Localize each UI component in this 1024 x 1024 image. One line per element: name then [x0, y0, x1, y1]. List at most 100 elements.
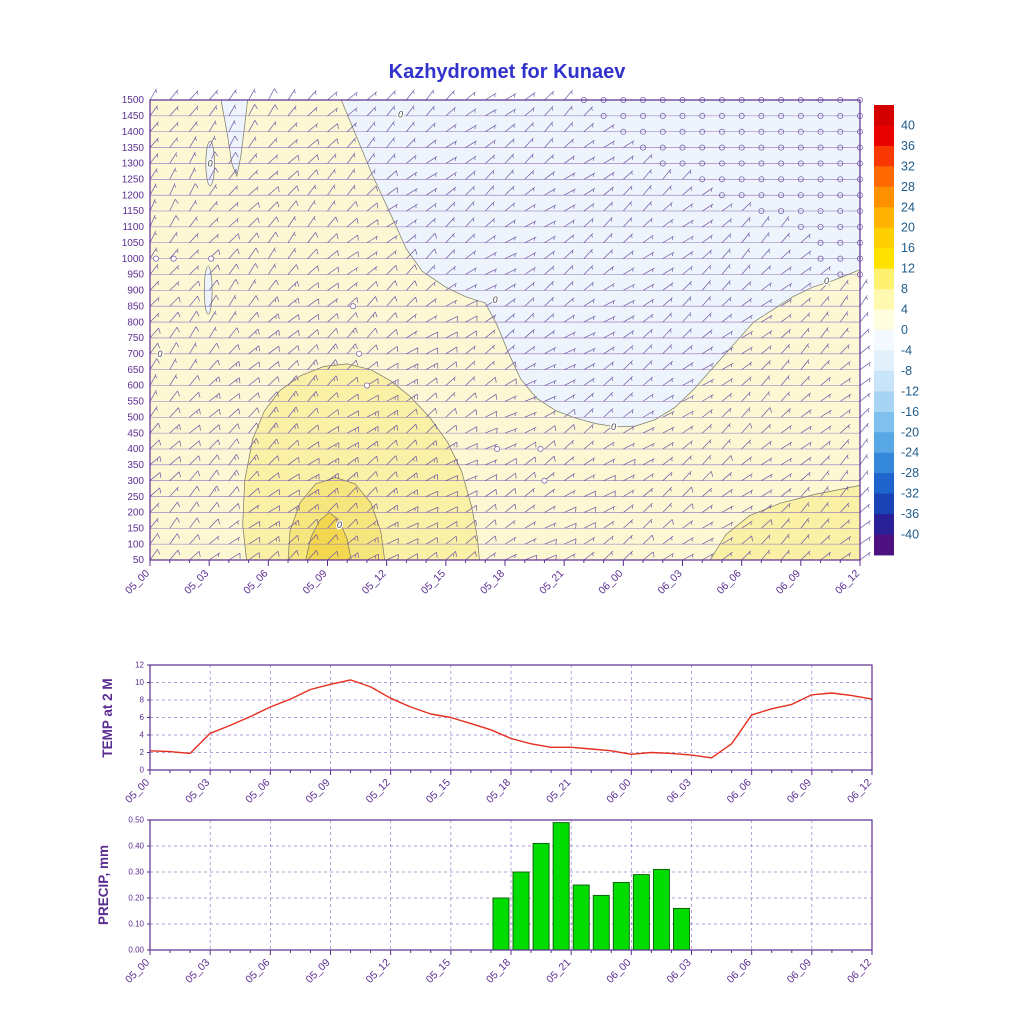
wind-barb: [307, 344, 318, 355]
wind-barb: [287, 345, 299, 355]
barb-half-tick: [452, 553, 455, 557]
barb-half-tick: [532, 489, 535, 493]
wind-barb: [287, 360, 298, 370]
barb-tick: [176, 327, 180, 333]
temp-y-label: 4: [140, 731, 145, 740]
barb-tick: [236, 438, 240, 445]
wind-barb: [268, 345, 280, 355]
level-label: 600: [127, 381, 144, 392]
barb-half-tick: [572, 298, 574, 302]
barb-tick: [218, 249, 221, 256]
barb-half-tick: [570, 107, 573, 111]
barb-half-tick: [650, 520, 653, 524]
barb-half-tick: [256, 171, 258, 175]
wind-barb: [366, 440, 378, 450]
wind-barb: [485, 377, 496, 386]
wind-barb: [425, 440, 437, 450]
barb-half-tick: [274, 299, 277, 303]
barb-tick: [395, 312, 398, 319]
calm-circle: [640, 112, 647, 119]
wind-barb: [268, 201, 278, 212]
wind-barb: [307, 489, 319, 497]
barb-half-tick: [314, 91, 317, 95]
barb-half-tick: [552, 155, 554, 159]
barb-half-tick: [611, 377, 613, 381]
time-label: 06_09: [774, 568, 803, 597]
barb-half-tick: [255, 331, 257, 335]
barb-half-tick: [572, 441, 574, 445]
shading-warm-bottom-right: [710, 485, 860, 560]
precip-y-label: 0.20: [128, 894, 144, 903]
barb-half-tick: [592, 394, 594, 398]
barb-half-tick: [552, 282, 554, 286]
wind-barb: [208, 409, 220, 418]
barb-tick: [395, 440, 398, 446]
barb-half-tick: [689, 329, 692, 333]
barb-half-tick: [294, 249, 297, 253]
wind-barb: [189, 183, 196, 196]
wind-barb: [465, 392, 476, 402]
time-label: 05_21: [544, 957, 573, 986]
wind-barb: [445, 424, 457, 434]
wind-barb: [248, 392, 259, 402]
wind-barb: [149, 472, 161, 481]
barb-tick: [256, 232, 260, 239]
barb-tick: [295, 200, 299, 207]
barb-half-tick: [454, 267, 456, 271]
barb-tick: [534, 456, 537, 463]
barb-tick: [376, 520, 379, 526]
wind-barb: [228, 233, 239, 244]
barb-tick: [217, 359, 220, 366]
barb-half-tick: [157, 282, 159, 286]
barb-tick: [274, 104, 278, 110]
barb-half-tick: [867, 329, 870, 334]
barb-tick: [297, 281, 300, 287]
calm-circle: [758, 208, 765, 214]
wind-barb: [544, 538, 557, 545]
barb-tick: [275, 406, 279, 413]
barb-half-tick: [512, 139, 515, 143]
barb-half-tick: [275, 315, 277, 319]
barb-half-tick: [611, 203, 613, 207]
barb-tick: [237, 344, 240, 350]
wind-barb: [524, 456, 536, 466]
wind-barb: [208, 264, 219, 275]
barb-tick: [276, 438, 279, 445]
wind-barb: [327, 375, 337, 386]
barb-half-tick: [176, 426, 178, 430]
wind-barb: [287, 489, 300, 497]
calm-circle: [152, 255, 159, 262]
calm-circle: [817, 223, 824, 230]
barb-half-tick: [236, 186, 238, 190]
barb-half-tick: [373, 154, 376, 158]
barb-half-tick: [787, 551, 790, 555]
barb-tick: [159, 487, 162, 494]
wind-barb: [228, 393, 240, 402]
barb-tick: [278, 361, 280, 368]
wind-barb: [603, 475, 616, 482]
wind-barb: [169, 440, 181, 450]
barb-half-tick: [630, 536, 633, 540]
colorbar-tick-label: -28: [901, 466, 919, 480]
calm-circle: [620, 128, 627, 135]
wind-barb: [425, 248, 435, 259]
wind-barb: [208, 485, 217, 497]
wind-barb: [287, 550, 298, 561]
calm-circle: [817, 208, 824, 214]
barb-half-tick: [709, 456, 711, 460]
time-label: 06_03: [664, 777, 693, 806]
precip-axis-title: PRECIP, mm: [96, 845, 111, 925]
wind-barb: [307, 407, 318, 418]
barb-half-tick: [669, 170, 672, 174]
barb-tick: [275, 279, 279, 286]
barb-tick: [237, 423, 240, 430]
time-label: 05_12: [364, 957, 393, 986]
barb-half-tick: [157, 458, 159, 462]
wind-barb: [189, 501, 198, 513]
time-label: 05_03: [183, 777, 212, 806]
barb-half-tick: [828, 282, 830, 286]
barb-half-tick: [433, 107, 435, 111]
wind-barb: [741, 423, 751, 434]
precip-panel: 0.00 0.10 0.20 0.30 0.40 0.50 05_00 05_03 05_06 0…: [123, 816, 874, 986]
barb-half-tick: [807, 535, 810, 539]
